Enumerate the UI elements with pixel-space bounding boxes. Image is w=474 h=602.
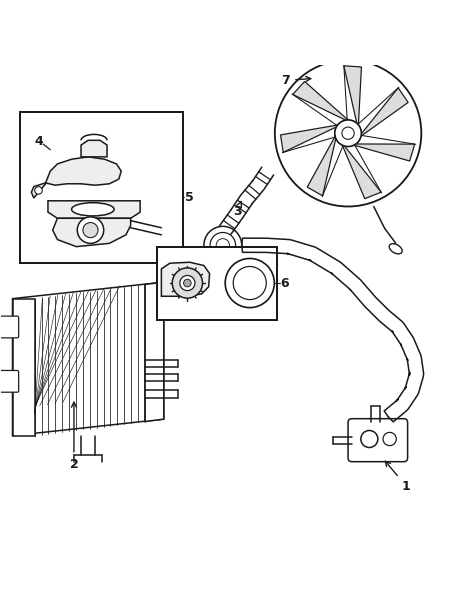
Polygon shape: [145, 282, 164, 421]
Circle shape: [361, 430, 378, 447]
Circle shape: [225, 258, 274, 308]
Circle shape: [35, 187, 42, 194]
Polygon shape: [307, 136, 336, 196]
FancyBboxPatch shape: [156, 247, 277, 320]
FancyBboxPatch shape: [19, 112, 182, 263]
Circle shape: [77, 217, 104, 243]
Ellipse shape: [389, 244, 402, 254]
Circle shape: [180, 276, 195, 291]
Polygon shape: [48, 201, 140, 219]
Polygon shape: [31, 183, 46, 198]
Text: 4: 4: [34, 135, 43, 147]
Text: 7: 7: [282, 74, 311, 87]
Polygon shape: [53, 219, 131, 247]
FancyBboxPatch shape: [0, 316, 18, 338]
Ellipse shape: [72, 203, 114, 216]
FancyBboxPatch shape: [0, 370, 18, 393]
Circle shape: [383, 432, 396, 445]
Circle shape: [83, 223, 98, 238]
Polygon shape: [354, 144, 415, 161]
Polygon shape: [281, 125, 337, 152]
Polygon shape: [344, 66, 362, 125]
Polygon shape: [12, 299, 35, 436]
Text: 5: 5: [185, 190, 194, 203]
Polygon shape: [361, 88, 408, 136]
Polygon shape: [46, 157, 121, 185]
Polygon shape: [161, 262, 210, 296]
Text: 2: 2: [70, 402, 78, 471]
Circle shape: [204, 226, 242, 264]
Text: 3: 3: [233, 202, 241, 218]
Circle shape: [233, 267, 266, 300]
Circle shape: [335, 120, 361, 146]
Circle shape: [183, 279, 191, 287]
Polygon shape: [81, 140, 107, 157]
Polygon shape: [293, 81, 348, 120]
Polygon shape: [12, 282, 164, 436]
Text: 6: 6: [280, 276, 289, 290]
Polygon shape: [342, 145, 381, 199]
Text: 1: 1: [385, 461, 410, 493]
Circle shape: [172, 268, 202, 298]
FancyBboxPatch shape: [348, 418, 408, 462]
